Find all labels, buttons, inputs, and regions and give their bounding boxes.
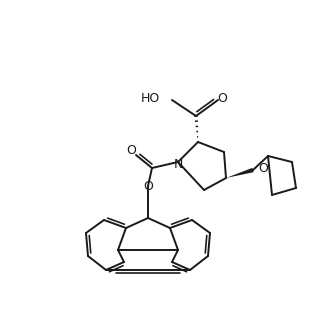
- Polygon shape: [226, 168, 254, 178]
- Text: O: O: [143, 180, 153, 192]
- Text: N: N: [173, 157, 183, 171]
- Text: O: O: [258, 161, 268, 175]
- Text: HO: HO: [141, 91, 160, 105]
- Text: O: O: [126, 145, 136, 157]
- Text: O: O: [217, 92, 227, 106]
